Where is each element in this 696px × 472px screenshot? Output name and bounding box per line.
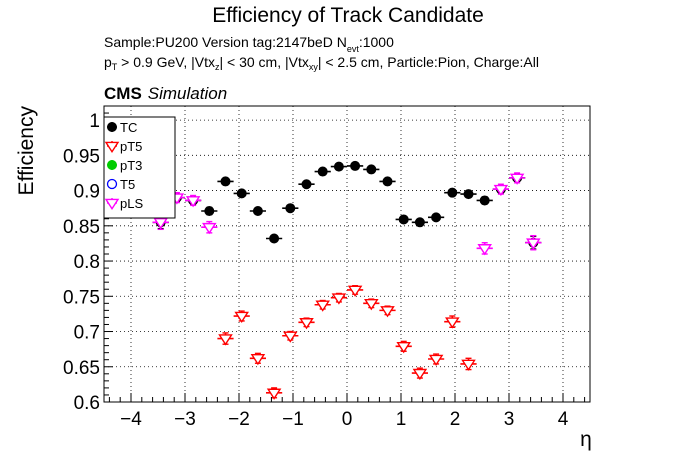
sample-info-text: Sample:PU200 Version tag:2147beD N [104, 34, 347, 50]
legend-label-t5: T5 [120, 177, 135, 192]
cut-text-1: > 0.9 GeV, |Vtx [117, 54, 215, 70]
legend-marker-tc [107, 122, 117, 132]
data-point-tc [463, 189, 474, 200]
data-point-tc [414, 217, 425, 228]
cut-sub-2: xy [308, 62, 318, 72]
nevt-value: :1000 [358, 34, 394, 50]
y-tick-label: 0.7 [74, 323, 100, 344]
data-point-tc [479, 195, 490, 206]
axis-layer: −4 −3 −2 −1 0 1 2 3 4 0.6 0.65 0.7 0.75 0.8 0.85 0.9 0.9… [15, 106, 592, 451]
data-point-tc [447, 187, 458, 198]
cms-text: CMS [104, 84, 142, 103]
data-point-tc [398, 214, 409, 225]
cms-label: CMS Simulation [104, 84, 227, 104]
data-point-tc [236, 188, 247, 199]
data-point-pt5 [396, 342, 411, 354]
nevt-subscript: evt [346, 44, 359, 54]
x-tick-label: −1 [282, 409, 304, 430]
data-point-pt5 [299, 318, 314, 330]
data-point-tc [204, 206, 215, 217]
data-point-pls [493, 184, 509, 197]
data-point-pt5 [445, 317, 460, 329]
x-axis-label: η [580, 428, 592, 451]
data-point-tc [285, 203, 296, 214]
data-point-pls [509, 173, 525, 185]
x-tick-label: 2 [450, 409, 461, 430]
legend-marker-pt5 [104, 141, 120, 153]
data-point-tc [333, 161, 344, 172]
data-point-pt5 [347, 285, 363, 297]
grid-layer [104, 106, 590, 403]
cut-text-2: | < 30 cm, |Vtx [219, 54, 309, 70]
data-point-pls [526, 238, 541, 250]
x-tick-label: −3 [174, 409, 196, 430]
data-point-pt5 [331, 293, 347, 305]
data-point-pls [185, 196, 201, 208]
data-point-pt5 [380, 306, 395, 318]
cut-text-0: p [104, 54, 112, 70]
simulation-text: Simulation [147, 84, 228, 103]
data-point-pls [477, 244, 492, 256]
y-tick-label: 1 [89, 111, 100, 132]
legend-marker-pls [104, 198, 120, 210]
legend-label-tc: TC [120, 120, 137, 135]
data-point-pt5 [315, 300, 330, 312]
data-point-tc [366, 164, 377, 175]
data-point-pt5 [266, 388, 282, 400]
data-point-pt5 [283, 331, 298, 343]
cut-text-3: | < 2.5 cm, Particle:Pion, Charge:All [317, 54, 539, 70]
data-point-tc [269, 233, 280, 244]
data-point-tc [220, 176, 231, 187]
x-tick-label: 1 [396, 409, 407, 430]
data-point-pt5 [218, 334, 233, 346]
y-tick-label: 0.9 [74, 182, 100, 203]
data-point-tc [301, 179, 312, 190]
data-point-tc [382, 176, 393, 187]
data-point-pt5 [234, 311, 249, 324]
cut-sub-1: z [214, 62, 220, 72]
legend-label-pt3: pT3 [120, 158, 142, 173]
y-axis-label: Efficiency [15, 106, 38, 196]
x-tick-label: 4 [558, 409, 569, 430]
x-tick-label: 3 [504, 409, 515, 430]
legend-marker-t5 [106, 178, 118, 190]
data-point-pls [153, 217, 168, 230]
page-title: Efficiency of Track Candidate [212, 4, 484, 27]
y-tick-label: 0.8 [74, 252, 100, 273]
y-tick-label: 0.75 [63, 287, 100, 308]
data-point-pls [202, 222, 217, 235]
y-tick-label: 0.6 [74, 393, 100, 414]
data-point-pt5 [364, 299, 379, 311]
sample-info-line: Sample:PU200 Version tag:2147beD Nevt:10… [104, 34, 394, 54]
x-tick-label: 0 [342, 409, 353, 430]
data-point-tc [317, 166, 328, 177]
x-tick-label: −4 [120, 409, 142, 430]
legend-label-pt5: pT5 [120, 139, 142, 154]
legend-marker-pt3 [107, 160, 117, 170]
series-pls [152, 172, 542, 256]
data-point-pt5 [461, 359, 476, 371]
data-point-tc [350, 160, 361, 171]
data-point-pt5 [428, 354, 444, 367]
cut-sub-0: T [111, 62, 118, 72]
y-tick-label: 0.85 [63, 217, 100, 238]
y-tick-label: 0.95 [63, 146, 100, 167]
data-point-pt5 [250, 354, 266, 366]
data-point-tc [431, 212, 442, 223]
series-pt5 [217, 285, 477, 400]
legend: TC pT5 pT3 T5 pLS [103, 116, 176, 219]
y-tick-label: 0.65 [63, 358, 100, 379]
x-tick-label: −2 [228, 409, 250, 430]
cuts-info-line: pT > 0.9 GeV, |Vtxz| < 30 cm, |Vtxxy| < … [104, 54, 539, 72]
data-point-pt5 [412, 368, 428, 381]
data-point-tc [252, 206, 263, 217]
legend-label-pls: pLS [120, 196, 143, 211]
